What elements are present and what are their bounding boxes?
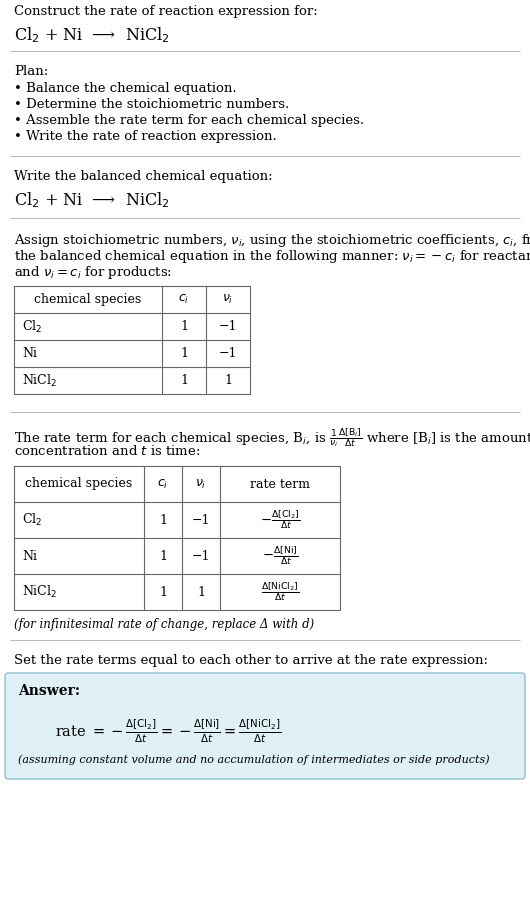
Text: and $\nu_i = c_i$ for products:: and $\nu_i = c_i$ for products: xyxy=(14,264,172,281)
Text: −1: −1 xyxy=(192,550,210,562)
Text: (for infinitesimal rate of change, replace Δ with d): (for infinitesimal rate of change, repla… xyxy=(14,618,314,631)
Text: the balanced chemical equation in the following manner: $\nu_i = -c_i$ for react: the balanced chemical equation in the fo… xyxy=(14,248,530,265)
Text: Set the rate terms equal to each other to arrive at the rate expression:: Set the rate terms equal to each other t… xyxy=(14,654,488,667)
Text: −1: −1 xyxy=(219,320,237,333)
Text: rate $= -\frac{\Delta[\mathrm{Cl_2}]}{\Delta t} = -\frac{\Delta[\mathrm{Ni}]}{\D: rate $= -\frac{\Delta[\mathrm{Cl_2}]}{\D… xyxy=(55,718,281,745)
FancyBboxPatch shape xyxy=(5,673,525,779)
Text: NiCl$_2$: NiCl$_2$ xyxy=(22,584,57,600)
Text: Cl$_2$: Cl$_2$ xyxy=(22,318,42,335)
Text: Plan:: Plan: xyxy=(14,65,48,78)
Text: Answer:: Answer: xyxy=(18,684,80,698)
Text: 1: 1 xyxy=(224,374,232,387)
Text: Ni: Ni xyxy=(22,550,37,562)
Text: Cl$_2$: Cl$_2$ xyxy=(22,512,42,528)
Text: −1: −1 xyxy=(219,347,237,360)
Text: chemical species: chemical species xyxy=(34,293,142,306)
Text: Cl$_2$ + Ni  ⟶  NiCl$_2$: Cl$_2$ + Ni ⟶ NiCl$_2$ xyxy=(14,190,170,209)
Text: −1: −1 xyxy=(192,513,210,527)
Text: $\nu_i$: $\nu_i$ xyxy=(222,293,234,306)
Text: concentration and $t$ is time:: concentration and $t$ is time: xyxy=(14,444,200,458)
Text: NiCl$_2$: NiCl$_2$ xyxy=(22,372,57,389)
Text: • Assemble the rate term for each chemical species.: • Assemble the rate term for each chemic… xyxy=(14,114,364,127)
Text: The rate term for each chemical species, B$_i$, is $\frac{1}{\nu_i}\frac{\Delta[: The rate term for each chemical species,… xyxy=(14,426,530,449)
Text: $-\frac{\Delta[\mathrm{Cl_2}]}{\Delta t}$: $-\frac{\Delta[\mathrm{Cl_2}]}{\Delta t}… xyxy=(260,509,300,531)
Text: $c_i$: $c_i$ xyxy=(179,293,190,306)
Text: $c_i$: $c_i$ xyxy=(157,478,169,490)
Text: 1: 1 xyxy=(159,550,167,562)
Text: Write the balanced chemical equation:: Write the balanced chemical equation: xyxy=(14,170,272,183)
Text: $\nu_i$: $\nu_i$ xyxy=(196,478,207,490)
Text: Assign stoichiometric numbers, $\nu_i$, using the stoichiometric coefficients, $: Assign stoichiometric numbers, $\nu_i$, … xyxy=(14,232,530,249)
Text: Construct the rate of reaction expression for:: Construct the rate of reaction expressio… xyxy=(14,5,318,18)
Text: (assuming constant volume and no accumulation of intermediates or side products): (assuming constant volume and no accumul… xyxy=(18,754,490,764)
Text: 1: 1 xyxy=(180,320,188,333)
Text: • Balance the chemical equation.: • Balance the chemical equation. xyxy=(14,82,236,95)
Text: 1: 1 xyxy=(197,585,205,599)
Text: Ni: Ni xyxy=(22,347,37,360)
Text: chemical species: chemical species xyxy=(25,478,132,490)
Text: • Determine the stoichiometric numbers.: • Determine the stoichiometric numbers. xyxy=(14,98,289,111)
Text: $\frac{\Delta[\mathrm{NiCl_2}]}{\Delta t}$: $\frac{\Delta[\mathrm{NiCl_2}]}{\Delta t… xyxy=(261,581,299,603)
Text: 1: 1 xyxy=(159,585,167,599)
Text: rate term: rate term xyxy=(250,478,310,490)
Text: Cl$_2$ + Ni  ⟶  NiCl$_2$: Cl$_2$ + Ni ⟶ NiCl$_2$ xyxy=(14,25,170,45)
Text: • Write the rate of reaction expression.: • Write the rate of reaction expression. xyxy=(14,130,277,143)
Text: 1: 1 xyxy=(180,347,188,360)
Text: 1: 1 xyxy=(159,513,167,527)
Text: 1: 1 xyxy=(180,374,188,387)
Text: $-\frac{\Delta[\mathrm{Ni}]}{\Delta t}$: $-\frac{\Delta[\mathrm{Ni}]}{\Delta t}$ xyxy=(262,545,298,567)
